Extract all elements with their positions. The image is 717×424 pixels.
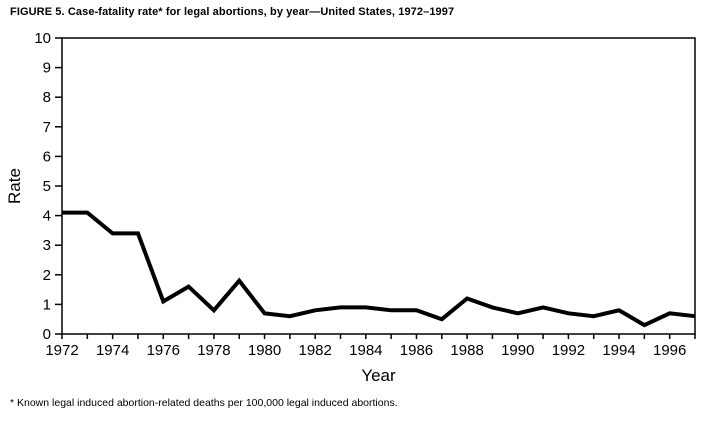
y-tick-label: 0 (43, 326, 51, 343)
y-tick-label: 8 (43, 89, 51, 106)
y-tick-label: 10 (34, 30, 51, 47)
y-tick-label: 6 (43, 148, 51, 165)
y-tick-label: 7 (43, 119, 51, 136)
x-tick-label: 1986 (400, 342, 433, 359)
y-tick-label: 9 (43, 60, 51, 77)
y-tick-label: 4 (43, 208, 51, 225)
x-tick-label: 1988 (450, 342, 483, 359)
x-tick-label: 1974 (96, 342, 129, 359)
x-tick-label: 1980 (248, 342, 281, 359)
x-tick-label: 1996 (653, 342, 686, 359)
case-fatality-rate-line (62, 210, 696, 328)
figure-footnote: * Known legal induced abortion-related d… (10, 397, 398, 409)
x-tick-label: 1994 (602, 342, 635, 359)
x-tick-label: 1984 (349, 342, 382, 359)
y-tick-label: 1 (43, 296, 51, 313)
x-tick-label: 1992 (552, 342, 585, 359)
x-axis-title: Year (361, 366, 396, 385)
x-tick-label: 1990 (501, 342, 534, 359)
y-tick-label: 3 (43, 237, 51, 254)
x-tick-label: 1978 (197, 342, 230, 359)
x-tick-label: 1976 (147, 342, 180, 359)
x-tick-label: 1972 (45, 342, 78, 359)
y-tick-label: 5 (43, 178, 51, 195)
y-axis-title: Rate (5, 168, 24, 204)
figure-title: FIGURE 5. Case-fatality rate* for legal … (10, 6, 455, 18)
x-tick-label: 1982 (299, 342, 332, 359)
y-tick-label: 2 (43, 267, 51, 284)
